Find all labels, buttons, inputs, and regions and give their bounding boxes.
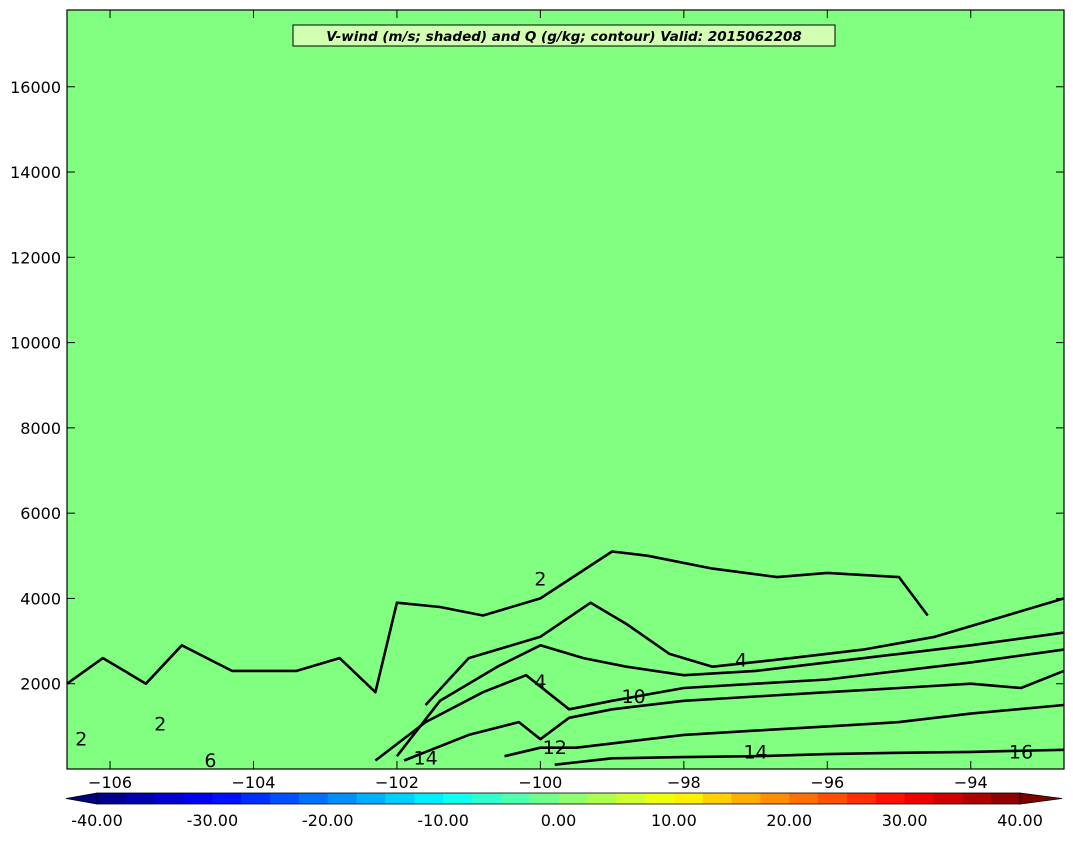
- contour-label: 4: [534, 671, 546, 693]
- colorbar-bin: [645, 793, 675, 804]
- contour-label: 2: [154, 714, 166, 736]
- colorbar-bin: [789, 793, 819, 804]
- colorbar-tick-label: -40.00: [71, 811, 123, 830]
- q-contour-4: [424, 597, 1064, 706]
- y-tick-label: 10000: [10, 334, 61, 353]
- contour-label: 14: [743, 741, 767, 763]
- contour-label: 16: [1009, 741, 1033, 763]
- colorbar-tick-label: 30.00: [882, 811, 928, 830]
- colorbar-bin: [904, 793, 934, 804]
- colorbar-bin: [414, 793, 444, 804]
- x-tick-label: −96: [810, 773, 844, 792]
- moisture-contours: [67, 550, 1064, 766]
- q-contour-10: [403, 669, 1064, 762]
- contour-labels: 2 2 2 4 4 6 10 12 14 14 16: [75, 569, 1033, 772]
- x-tick-label: −104: [232, 773, 276, 792]
- colorbar-bin: [154, 793, 185, 804]
- colorbar-bin: [962, 793, 992, 804]
- colorbar-bin: [558, 793, 588, 804]
- colorbar-extend-high: [1019, 792, 1063, 805]
- colorbar-bin: [933, 793, 963, 804]
- y-tick-label: 4000: [20, 589, 61, 608]
- colorbar-bin: [125, 793, 156, 804]
- colorbar-bin: [846, 793, 877, 804]
- contour-label: 14: [414, 748, 438, 770]
- x-tick-label: −94: [954, 773, 988, 792]
- shade-background: [67, 10, 1064, 769]
- colorbar-bin: [731, 793, 761, 804]
- colorbar-tick-label: 0.00: [541, 811, 577, 830]
- colorbar-tick-label: -20.00: [302, 811, 354, 830]
- colorbar-bin: [818, 793, 848, 804]
- colorbar-tick-label: -30.00: [187, 811, 239, 830]
- colorbar-bin: [270, 793, 300, 804]
- colorbar-bin: [471, 793, 502, 804]
- y-tick-label: 8000: [20, 419, 61, 438]
- colorbar-bin: [298, 793, 329, 804]
- colorbar-bin: [500, 793, 531, 804]
- colorbar-tick-label: 20.00: [766, 811, 812, 830]
- colorbar-tick-label: -10.00: [417, 811, 469, 830]
- contour-label: 4: [735, 650, 747, 672]
- q-contour-8: [374, 648, 1064, 762]
- colorbar-bin: [760, 793, 790, 804]
- colorbar-bin: [875, 793, 906, 804]
- wind-shading: [67, 10, 1064, 769]
- colorbar-bin: [443, 793, 473, 804]
- colorbar-bin: [327, 793, 358, 804]
- y-tick-label: 6000: [20, 504, 61, 523]
- colorbar-bin: [616, 793, 646, 804]
- colorbar-bin: [241, 793, 271, 804]
- colorbar-bin: [183, 793, 213, 804]
- q-contour-14: [554, 748, 1064, 766]
- y-tick-label: 14000: [10, 163, 61, 182]
- colorbar-bin: [702, 793, 733, 804]
- contour-label: 12: [543, 737, 567, 759]
- x-tick-label: −102: [375, 773, 419, 792]
- x-tick-label: −106: [88, 773, 132, 792]
- axes: −106 −104 −102 −100 −98 −96 −94 2000 4000 6000 800…: [10, 10, 1064, 792]
- colorbar: -40.00 -30.00 -20.00 -10.00 0.00 10.00 20.00 30…: [65, 792, 1063, 830]
- y-tick-label: 16000: [10, 78, 61, 97]
- x-tick-label: −100: [518, 773, 562, 792]
- y-tick-label: 12000: [10, 248, 61, 267]
- colorbar-bin: [529, 793, 559, 804]
- y-tick-label: 2000: [20, 675, 61, 694]
- x-tick-label: −98: [667, 773, 701, 792]
- colorbar-bin: [97, 793, 127, 804]
- colorbar-bin: [356, 793, 386, 804]
- colorbar-bin: [587, 793, 617, 804]
- title-box: V-wind (m/s; shaded) and Q (g/kg; contou…: [292, 24, 836, 47]
- q-contour-2: [67, 550, 929, 694]
- plot-frame: [66, 9, 1065, 770]
- chart-title: V-wind (m/s; shaded) and Q (g/kg; contou…: [326, 29, 802, 45]
- q-contour-12: [504, 703, 1064, 758]
- colorbar-tick-label: 10.00: [651, 811, 697, 830]
- contour-label: 10: [622, 686, 646, 708]
- contour-label: 6: [204, 750, 216, 772]
- q-contour-6: [395, 631, 1064, 757]
- colorbar-bin: [673, 793, 704, 804]
- colorbar-bin: [212, 793, 242, 804]
- colorbar-bin: [385, 793, 415, 804]
- colorbar-extend-low: [65, 792, 98, 805]
- colorbar-frame: [96, 792, 1021, 805]
- contour-label: 2: [534, 569, 546, 591]
- colorbar-tick-label: 40.00: [997, 811, 1043, 830]
- colorbar-bin: [991, 793, 1021, 804]
- contour-label: 2: [75, 729, 87, 751]
